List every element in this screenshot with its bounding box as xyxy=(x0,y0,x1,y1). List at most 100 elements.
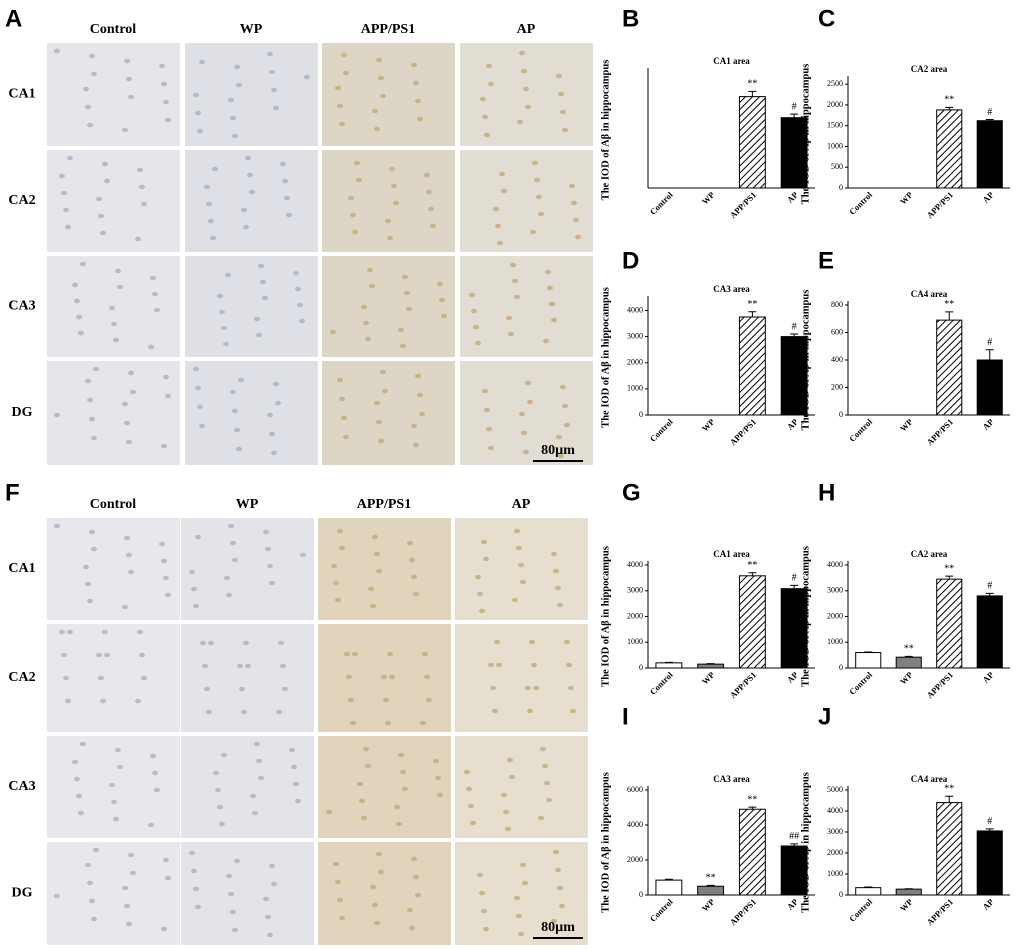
cell xyxy=(477,872,483,878)
y-tick-label: 2000 xyxy=(827,611,843,620)
cell xyxy=(495,223,501,229)
cell xyxy=(193,886,199,892)
cell xyxy=(161,81,167,87)
significance: ## xyxy=(789,831,799,842)
cell xyxy=(195,534,201,540)
cell xyxy=(265,914,271,920)
error-bar xyxy=(945,106,954,110)
cell xyxy=(189,569,195,575)
cell xyxy=(555,585,561,591)
cell xyxy=(387,651,393,657)
cell xyxy=(407,907,413,913)
cell xyxy=(275,400,281,406)
significance: # xyxy=(792,573,797,584)
cell xyxy=(224,575,230,581)
cell xyxy=(195,904,201,910)
cell xyxy=(516,913,522,919)
x-tick-label: WP xyxy=(898,670,915,687)
error-bar xyxy=(945,795,954,803)
error-bar xyxy=(904,655,913,658)
error-bar xyxy=(706,663,715,665)
cell xyxy=(376,419,382,425)
cell xyxy=(521,430,527,436)
significance: ** xyxy=(944,563,954,574)
cell xyxy=(87,122,93,128)
y-tick-label: 0 xyxy=(839,410,843,419)
cell xyxy=(117,764,123,770)
x-tick-label: APP/PS1 xyxy=(728,897,758,927)
cell xyxy=(533,685,539,691)
cell xyxy=(102,629,108,635)
cell xyxy=(518,562,524,568)
significance: ** xyxy=(944,95,954,106)
cell xyxy=(78,810,84,816)
cell xyxy=(117,284,123,290)
cell xyxy=(529,639,535,645)
cell xyxy=(256,758,262,764)
cell xyxy=(96,652,102,658)
panel-letter: G xyxy=(622,479,641,506)
cell xyxy=(124,420,130,426)
cell xyxy=(262,295,268,301)
significance: # xyxy=(792,321,797,332)
cell xyxy=(159,63,165,69)
cell xyxy=(256,332,262,338)
cell xyxy=(72,759,78,765)
error-bar xyxy=(706,884,715,887)
row-label: DG xyxy=(12,405,33,420)
cell xyxy=(98,675,104,681)
cell xyxy=(243,640,249,646)
cell xyxy=(402,274,408,280)
y-tick-label: 0 xyxy=(639,663,643,672)
cell xyxy=(104,178,110,184)
cell xyxy=(394,804,400,810)
cell xyxy=(346,674,352,680)
cell xyxy=(337,377,343,383)
cell xyxy=(122,127,128,133)
cell xyxy=(258,263,264,269)
cell xyxy=(217,293,223,299)
cell xyxy=(569,183,575,189)
bar xyxy=(738,808,766,896)
cell xyxy=(385,720,391,726)
y-tick-label: 2000 xyxy=(627,611,643,620)
cell xyxy=(247,172,253,178)
cell xyxy=(344,651,350,657)
cell xyxy=(372,534,378,540)
cell xyxy=(568,685,574,691)
x-tick-label: AP xyxy=(785,417,800,432)
y-tick-label: 6000 xyxy=(627,785,643,794)
cell xyxy=(148,344,154,350)
cell xyxy=(527,399,533,405)
cell xyxy=(367,267,373,273)
cell xyxy=(102,161,108,167)
cell xyxy=(210,235,216,241)
cell xyxy=(335,85,341,91)
x-tick-label: Control xyxy=(847,896,874,923)
cell xyxy=(506,315,512,321)
y-tick-label: 3000 xyxy=(827,827,843,836)
cell xyxy=(508,331,514,337)
cell xyxy=(330,329,336,335)
cell xyxy=(76,314,82,320)
x-tick-label: AP xyxy=(980,670,995,685)
cell xyxy=(404,290,410,296)
cell xyxy=(200,640,206,646)
y-tick-label: 600 xyxy=(831,327,843,336)
cell xyxy=(333,580,339,586)
micrograph xyxy=(318,518,451,620)
cell xyxy=(89,53,95,59)
cell xyxy=(471,308,477,314)
cell xyxy=(202,663,208,669)
micrograph xyxy=(318,842,451,945)
y-tick-label: 1000 xyxy=(827,637,843,646)
chart-title: CA3 area xyxy=(713,774,750,784)
micrograph xyxy=(47,361,180,465)
micrograph xyxy=(322,361,455,465)
cell xyxy=(560,384,566,390)
cell xyxy=(382,388,388,394)
cell xyxy=(122,401,128,407)
cell xyxy=(380,93,386,99)
cell xyxy=(122,604,128,610)
row-label: CA2 xyxy=(8,193,35,208)
